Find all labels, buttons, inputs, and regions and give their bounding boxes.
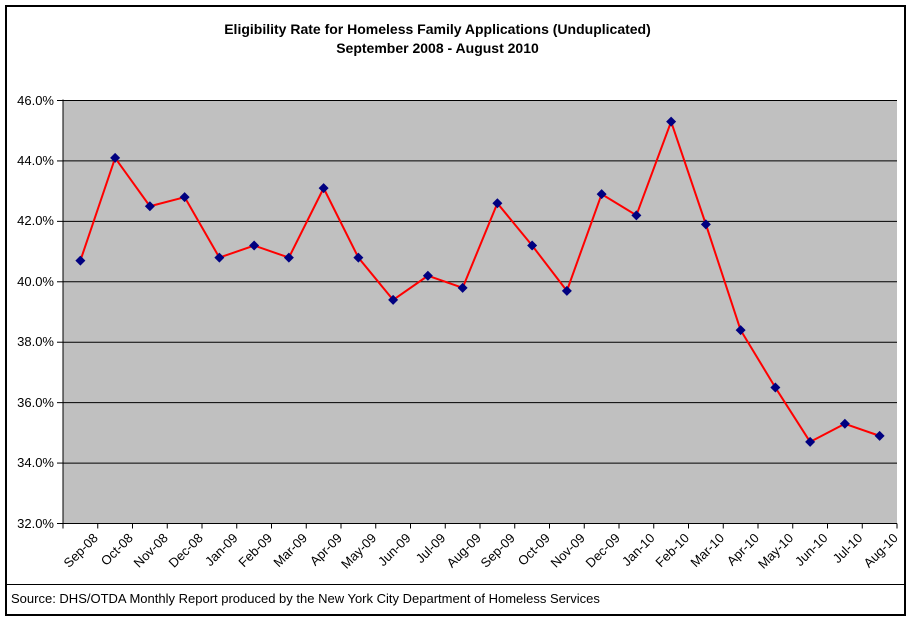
chart-title: Eligibility Rate for Homeless Family App… xyxy=(0,20,875,58)
chart-title-line1: Eligibility Rate for Homeless Family App… xyxy=(224,21,651,37)
data-point-marker xyxy=(214,252,225,263)
data-line xyxy=(79,120,880,443)
data-point-marker xyxy=(75,255,86,266)
data-point-marker xyxy=(179,192,190,203)
y-axis-tick-label: 40.0% xyxy=(17,273,54,289)
data-point-marker xyxy=(839,418,850,429)
data-point-marker xyxy=(318,183,329,194)
data-point-marker xyxy=(283,252,294,263)
y-axis-tick-label: 38.0% xyxy=(17,334,54,350)
plot-area xyxy=(63,100,897,524)
data-point-marker xyxy=(422,270,433,281)
data-point-marker xyxy=(110,152,121,163)
data-point-marker xyxy=(700,219,711,230)
source-divider xyxy=(7,584,904,585)
y-axis-tick-label: 32.0% xyxy=(17,515,54,531)
data-point-marker xyxy=(561,285,572,296)
data-point-marker xyxy=(249,240,260,251)
y-axis-tick-label: 46.0% xyxy=(17,92,54,108)
y-axis-tick-label: 42.0% xyxy=(17,213,54,229)
source-note: Source: DHS/OTDA Monthly Report produced… xyxy=(11,591,600,606)
data-point-marker xyxy=(492,198,503,209)
data-point-marker xyxy=(353,252,364,263)
data-point-marker xyxy=(527,240,538,251)
data-point-marker xyxy=(770,382,781,393)
data-point-marker xyxy=(457,282,468,293)
data-point-marker xyxy=(666,116,677,127)
data-point-marker xyxy=(388,294,399,305)
data-point-marker xyxy=(631,210,642,221)
data-point-marker xyxy=(144,201,155,212)
chart-title-line2: September 2008 - August 2010 xyxy=(336,40,539,56)
y-axis-tick-label: 44.0% xyxy=(17,152,54,168)
y-axis-tick-label: 34.0% xyxy=(17,455,54,471)
y-axis-tick-label: 36.0% xyxy=(17,394,54,410)
data-point-marker xyxy=(735,325,746,336)
data-point-marker xyxy=(805,436,816,447)
data-point-marker xyxy=(596,189,607,200)
data-point-marker xyxy=(874,430,885,441)
